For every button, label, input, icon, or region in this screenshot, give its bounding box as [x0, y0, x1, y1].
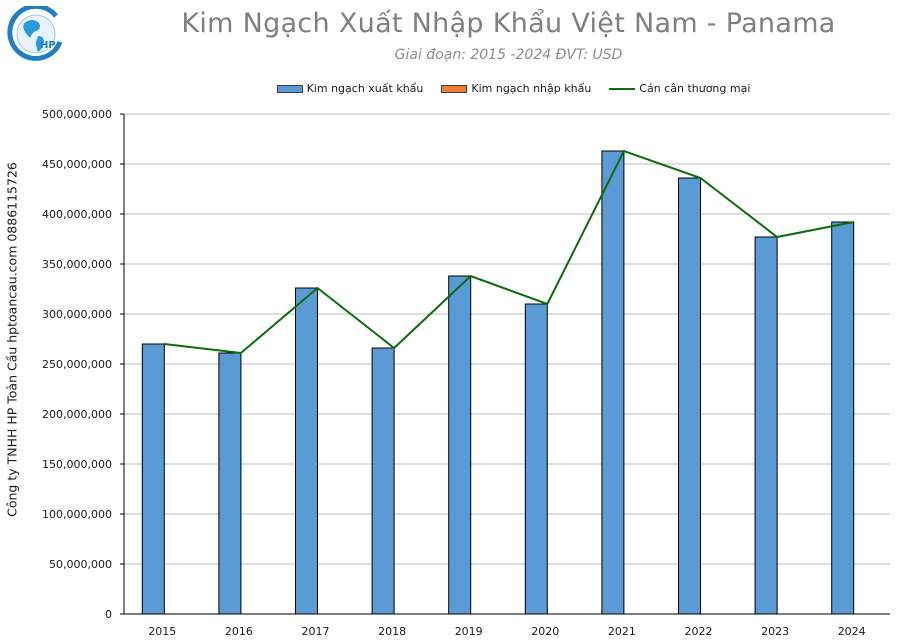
bar-export-2020[interactable]	[524, 303, 548, 615]
y-tick-label: 50,000,000	[49, 558, 112, 571]
bar-export-2018[interactable]	[371, 347, 395, 615]
x-axis-ticks: 2015 2016 2017 2018 2019 2020 2021 2022 2023 2024	[148, 625, 865, 638]
legend-label: Kim ngạch nhập khẩu	[471, 82, 592, 95]
y-tick-label: 200,000,000	[42, 408, 112, 421]
legend-swatch-balance	[609, 87, 636, 90]
bar-series-export	[141, 150, 855, 615]
bar-export-2016[interactable]	[218, 352, 242, 615]
legend-label: Kim ngạch xuất khẩu	[306, 82, 424, 95]
chart-subtitle: Giai đoạn: 2015 -2024 ĐVT: USD	[394, 47, 623, 63]
x-tick-label: 2015	[148, 625, 176, 638]
y-tick-label: 450,000,000	[42, 158, 112, 171]
x-tick-label: 2020	[531, 625, 559, 638]
legend-swatch-export	[276, 84, 303, 93]
x-tick-label: 2017	[302, 625, 330, 638]
legend-item-export[interactable]: Kim ngạch xuất khẩu	[276, 82, 424, 95]
legend-label: Cán cân thương mại	[639, 82, 751, 95]
y-tick-label: 500,000,000	[42, 108, 112, 121]
legend-item-import[interactable]: Kim ngạch nhập khẩu	[441, 82, 591, 95]
y-axis-ticks: 0 50,000,000 100,000,000 150,000,000 200,000…	[42, 108, 124, 621]
legend-item-balance[interactable]: Cán cân thương mại	[609, 82, 750, 95]
bar-export-2019[interactable]	[448, 275, 472, 615]
globe-logo-icon: HP	[7, 3, 63, 61]
x-tick-label: 2021	[608, 625, 636, 638]
y-tick-label: 100,000,000	[42, 508, 112, 521]
bar-export-2022[interactable]	[678, 177, 701, 615]
y-tick-label: 150,000,000	[42, 458, 112, 471]
x-tick-label: 2023	[761, 625, 789, 638]
bar-export-2017[interactable]	[295, 287, 318, 615]
y-tick-label: 250,000,000	[42, 358, 112, 371]
y-tick-label: 400,000,000	[42, 208, 112, 221]
y-tick-label: 0	[105, 608, 112, 621]
balance-line[interactable]	[164, 149, 854, 355]
y-tick-label: 350,000,000	[42, 258, 112, 271]
chart-legend: Kim ngạch xuất khẩu Kim ngạch nhập khẩu …	[0, 82, 897, 95]
legend-swatch-import	[441, 84, 468, 93]
bar-export-2015[interactable]	[141, 343, 165, 615]
y-tick-label: 300,000,000	[42, 308, 112, 321]
x-tick-label: 2022	[685, 625, 713, 638]
x-tick-label: 2024	[838, 625, 866, 638]
bar-export-2021[interactable]	[601, 150, 625, 615]
bar-export-2023[interactable]	[754, 236, 778, 615]
x-tick-label: 2019	[455, 625, 483, 638]
company-logo: HP	[4, 3, 64, 66]
bar-export-2024[interactable]	[831, 221, 855, 615]
line-series-balance	[164, 149, 854, 355]
svg-text:HP: HP	[40, 40, 56, 51]
x-tick-label: 2016	[225, 625, 253, 638]
x-tick-label: 2018	[378, 625, 406, 638]
chart-title: Kim Ngạch Xuất Nhập Khẩu Việt Nam - Pana…	[181, 8, 836, 39]
